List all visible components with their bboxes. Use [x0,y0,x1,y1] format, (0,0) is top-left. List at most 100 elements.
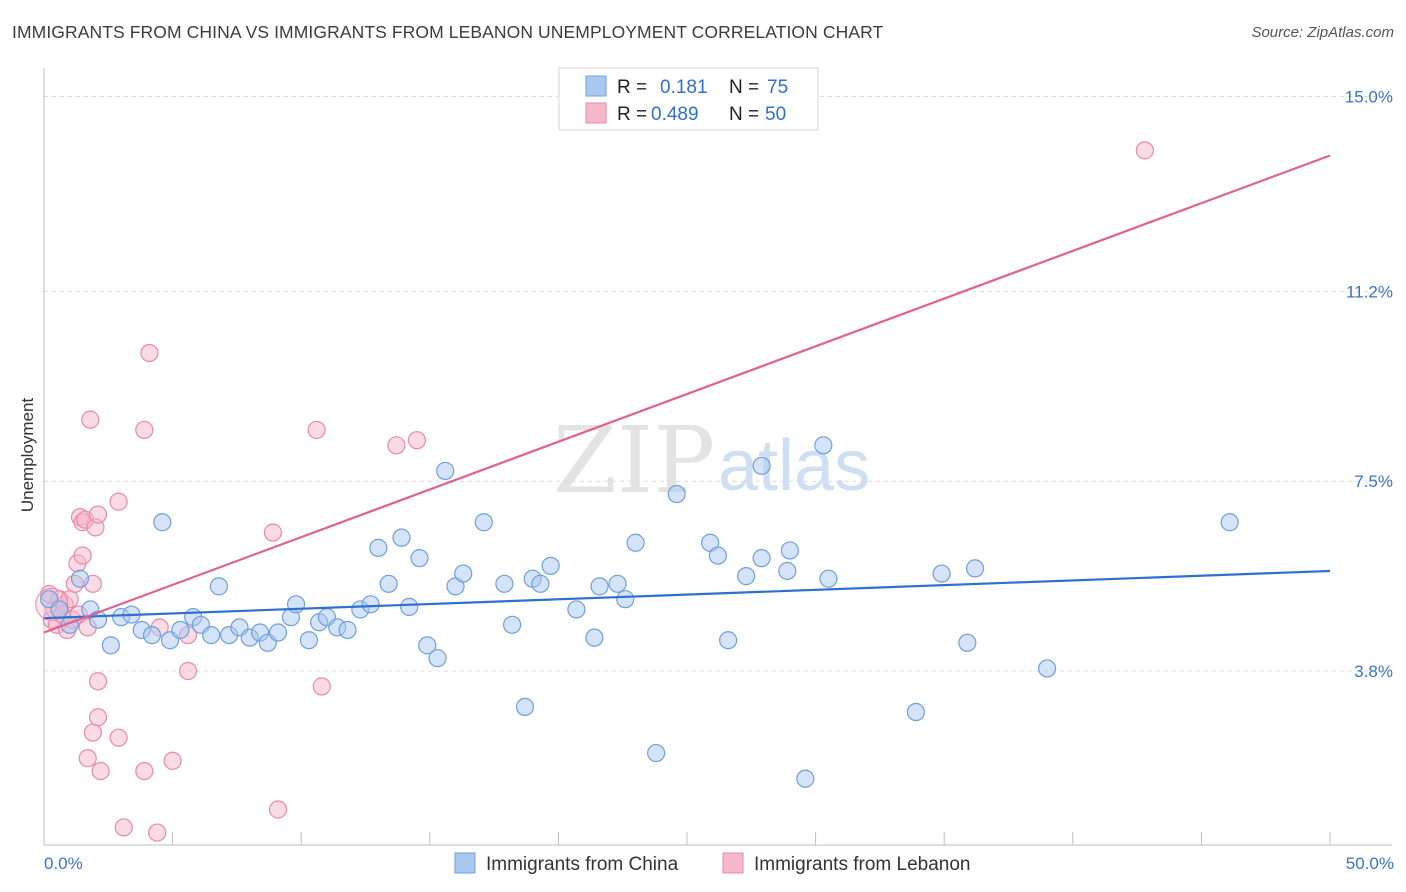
series-lebanon-points [35,141,1154,842]
lebanon-point [307,420,326,440]
legend-r-label-china: R = [617,77,647,98]
china-point [101,636,120,655]
china-point [780,541,799,560]
china-point [70,569,90,588]
china-point [796,769,815,788]
china-point [1220,513,1239,532]
china-point [778,561,797,581]
china-point [142,625,162,645]
china-point [626,533,645,552]
y-axis-label: Unemployment [18,398,37,513]
china-point [503,615,522,634]
china-point [171,620,190,640]
legend-n-label-china: N = [729,77,759,98]
lebanon-point [78,749,97,768]
bottom-legend-swatch-lebanon [722,852,744,874]
china-point [418,636,437,655]
china-point [647,743,666,763]
lebanon-point [140,343,159,363]
china-point [400,597,419,616]
bottom-legend-label-china: Immigrants from China [486,854,679,875]
lebanon-point [135,761,154,781]
legend-n-value-lebanon: 50 [765,104,786,125]
legend-n-label-lebanon: N = [729,104,759,125]
series-china-points [40,436,1239,788]
china-point [268,623,288,642]
china-point [906,702,926,722]
china-point [436,461,455,481]
china-point [1037,659,1057,678]
legend-swatch-lebanon [585,102,607,124]
bottom-legend-swatch-china [454,852,476,874]
china-point [932,564,951,583]
china-point [585,628,604,647]
lebanon-point [109,728,128,747]
legend-n-value-china: 75 [767,77,788,98]
chart-title: IMMIGRANTS FROM CHINA VS IMMIGRANTS FROM… [12,22,884,42]
china-point [958,633,977,652]
watermark: ZIP atlas [553,407,870,514]
china-point [616,590,635,609]
china-point [379,574,398,593]
china-point [515,697,535,717]
watermark-atlas: atlas [718,426,870,506]
lebanon-point [268,800,288,819]
china-point [495,574,514,593]
china-point [752,549,771,568]
bottom-legend-label-lebanon: Immigrants from Lebanon [754,854,971,875]
x-axis-ticks [43,832,1331,845]
china-point [737,567,756,586]
china-point [667,484,686,504]
legend-r-label-lebanon: R = [617,104,647,125]
legend-r-value-china: 0.181 [660,77,708,98]
lebanon-point [83,723,102,742]
watermark-zip: ZIP [553,407,715,514]
legend-r-value-lebanon: 0.489 [651,104,699,125]
lebanon-point [88,505,108,524]
china-point [338,620,357,640]
lebanon-point [88,708,108,727]
y-tick-label: 7.5% [1354,472,1393,491]
legend-swatch-china [585,75,607,97]
y-tick-labels: 3.8% 7.5% 11.2% 15.0% [1345,88,1393,682]
gridlines [44,96,1392,672]
china-point [392,528,411,547]
china-point [965,559,985,578]
lebanon-point [263,523,283,542]
china-point [474,513,493,532]
y-tick-label: 11.2% [1346,282,1393,301]
china-point [814,436,833,455]
lebanon-point [1135,141,1154,160]
lebanon-point [407,431,427,450]
china-point [410,549,429,568]
china-point [153,513,172,532]
china-point [819,569,838,588]
lebanon-point [88,672,108,691]
china-trend-line [43,569,1331,620]
lebanon-trend-line [43,154,1331,634]
china-point [719,631,738,650]
x-tick-label-min: 0.0% [44,854,83,873]
china-point [202,625,221,645]
x-tick-label-max: 50.0% [1346,854,1394,873]
china-point [708,546,727,565]
lebanon-point [163,751,182,770]
china-point [590,577,609,596]
china-point [454,564,473,583]
china-point [531,574,550,593]
china-point [361,595,380,614]
china-point [608,574,627,593]
series-legend: Immigrants from China Immigrants from Le… [454,852,971,875]
china-point [752,456,771,475]
y-tick-label: 3.8% [1354,662,1393,681]
source-credit: Source: ZipAtlas.com [1251,24,1394,41]
lebanon-point [135,420,154,440]
lebanon-point [148,823,167,842]
lebanon-point [178,661,198,681]
china-point [428,649,447,668]
lebanon-point [387,436,406,455]
y-tick-label: 15.0% [1345,88,1393,107]
china-point [369,538,388,557]
lebanon-point [109,492,128,511]
